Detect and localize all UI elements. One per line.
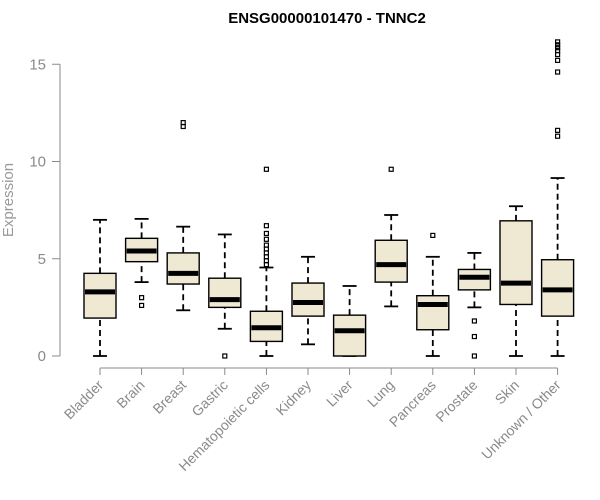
y-axis-label: Expression <box>0 163 17 237</box>
x-tick-label: Lung <box>364 377 397 410</box>
box <box>374 239 408 283</box>
box-group <box>374 166 408 308</box>
outlier-point <box>180 119 186 126</box>
outlier-point <box>554 133 561 139</box>
x-tick-label: Breast <box>149 377 189 417</box>
outlier-point <box>554 39 561 45</box>
y-tick-label: 5 <box>38 251 46 268</box>
y-tick-label: 0 <box>38 348 46 365</box>
y-tick-label: 10 <box>29 154 46 171</box>
outlier-point <box>554 69 561 75</box>
outlier-point <box>222 353 228 359</box>
outlier-point <box>263 236 269 242</box>
box <box>166 252 200 285</box>
outlier-point <box>139 295 145 301</box>
outlier-point <box>554 57 561 63</box>
box-group <box>208 233 242 359</box>
outlier-point <box>554 127 561 133</box>
box <box>332 314 367 357</box>
box <box>83 272 117 319</box>
box-group <box>499 205 533 357</box>
outlier-point <box>471 333 477 340</box>
box <box>291 282 325 317</box>
box-group <box>457 252 492 359</box>
box-group <box>416 232 450 357</box>
chart-title: ENSG00000101470 - TNNC2 <box>228 10 426 27</box>
box-group <box>124 217 159 309</box>
box <box>416 295 450 331</box>
outlier-point <box>263 230 269 237</box>
box <box>208 277 242 309</box>
outlier-point <box>263 223 269 229</box>
box-group <box>540 39 575 357</box>
box-group <box>249 166 284 357</box>
x-tick-label: Bladder <box>61 377 107 423</box>
box-group <box>83 218 117 357</box>
outlier-point <box>263 242 269 248</box>
box-group <box>332 285 367 357</box>
y-axis: 0 5 10 15 <box>29 56 61 365</box>
outlier-point <box>554 48 561 54</box>
outlier-point <box>554 45 561 51</box>
outlier-point <box>471 353 477 359</box>
x-tick-label: Skin <box>492 377 523 408</box>
x-tick-label: Unknown / Other <box>478 377 564 463</box>
outlier-point <box>554 42 561 48</box>
outlier-point <box>388 166 394 172</box>
outlier-point <box>471 318 477 324</box>
box-group <box>291 255 325 346</box>
x-tick-label: Liver <box>323 377 356 410</box>
outlier-point <box>430 232 436 239</box>
x-tick-label: Prostate <box>432 377 480 425</box>
box-group <box>166 119 200 312</box>
box <box>499 220 533 306</box>
boxes <box>83 39 575 359</box>
outlier-point <box>139 302 145 309</box>
y-tick-label: 15 <box>29 56 46 73</box>
x-tick-label: Brain <box>113 377 147 411</box>
x-tick-label: Kidney <box>273 377 315 419</box>
outlier-point <box>263 166 269 172</box>
